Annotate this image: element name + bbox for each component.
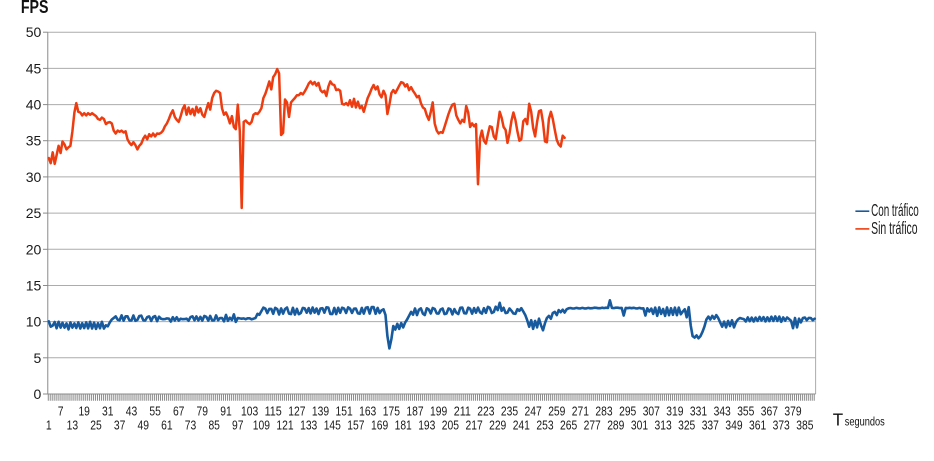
svg-text:199: 199	[430, 405, 447, 419]
svg-text:229: 229	[489, 419, 506, 433]
svg-text:151: 151	[336, 405, 353, 419]
svg-text:43: 43	[126, 405, 138, 419]
svg-text:313: 313	[655, 419, 672, 433]
svg-text:157: 157	[347, 419, 364, 433]
svg-text:1: 1	[46, 419, 52, 433]
svg-text:349: 349	[725, 419, 742, 433]
svg-text:211: 211	[454, 405, 471, 419]
svg-text:223: 223	[477, 405, 494, 419]
svg-text:73: 73	[185, 419, 197, 433]
svg-text:277: 277	[584, 419, 601, 433]
svg-text:307: 307	[643, 405, 660, 419]
svg-text:30: 30	[26, 169, 42, 185]
svg-text:0: 0	[34, 386, 42, 402]
svg-text:109: 109	[253, 419, 270, 433]
svg-text:50: 50	[26, 24, 42, 40]
svg-text:247: 247	[525, 405, 542, 419]
svg-text:355: 355	[737, 405, 754, 419]
svg-text:T: T	[833, 410, 844, 430]
svg-text:25: 25	[90, 419, 102, 433]
svg-text:193: 193	[418, 419, 435, 433]
svg-text:235: 235	[501, 405, 518, 419]
svg-text:289: 289	[607, 419, 624, 433]
svg-text:241: 241	[513, 419, 530, 433]
svg-text:175: 175	[383, 405, 400, 419]
svg-text:35: 35	[26, 133, 42, 149]
svg-text:283: 283	[595, 405, 612, 419]
svg-text:259: 259	[548, 405, 565, 419]
svg-text:31: 31	[102, 405, 114, 419]
svg-text:49: 49	[138, 419, 150, 433]
svg-text:133: 133	[300, 419, 317, 433]
svg-text:79: 79	[197, 405, 209, 419]
svg-text:85: 85	[208, 419, 220, 433]
svg-text:163: 163	[359, 405, 376, 419]
svg-text:169: 169	[371, 419, 388, 433]
svg-text:319: 319	[666, 405, 683, 419]
svg-text:373: 373	[773, 419, 790, 433]
svg-text:145: 145	[324, 419, 341, 433]
svg-text:217: 217	[466, 419, 483, 433]
svg-text:20: 20	[26, 241, 42, 257]
svg-text:97: 97	[232, 419, 244, 433]
svg-text:67: 67	[173, 405, 185, 419]
svg-text:367: 367	[761, 405, 778, 419]
svg-text:61: 61	[161, 419, 173, 433]
svg-text:10: 10	[26, 314, 42, 330]
svg-text:295: 295	[619, 405, 636, 419]
svg-text:FPS: FPS	[21, 0, 49, 17]
svg-text:361: 361	[749, 419, 766, 433]
svg-text:91: 91	[220, 405, 232, 419]
svg-text:265: 265	[560, 419, 577, 433]
svg-text:segundos: segundos	[845, 415, 885, 429]
svg-text:7: 7	[58, 405, 64, 419]
svg-text:115: 115	[265, 405, 282, 419]
svg-text:337: 337	[702, 419, 719, 433]
svg-text:343: 343	[714, 405, 731, 419]
svg-text:187: 187	[406, 405, 423, 419]
svg-text:37: 37	[114, 419, 126, 433]
svg-text:205: 205	[442, 419, 459, 433]
svg-text:5: 5	[34, 350, 42, 366]
svg-text:45: 45	[26, 60, 42, 76]
svg-text:301: 301	[631, 419, 648, 433]
svg-text:55: 55	[149, 405, 161, 419]
svg-text:253: 253	[536, 419, 553, 433]
svg-text:385: 385	[796, 419, 813, 433]
svg-text:13: 13	[67, 419, 79, 433]
svg-text:Con tráfico: Con tráfico	[871, 200, 919, 220]
svg-text:379: 379	[784, 405, 801, 419]
svg-text:139: 139	[312, 405, 329, 419]
svg-text:15: 15	[26, 278, 42, 294]
svg-text:40: 40	[26, 97, 42, 113]
svg-text:331: 331	[690, 405, 707, 419]
svg-text:19: 19	[78, 405, 90, 419]
svg-text:271: 271	[572, 405, 589, 419]
svg-text:127: 127	[288, 405, 305, 419]
svg-text:103: 103	[241, 405, 258, 419]
svg-text:Sin tráfico: Sin tráfico	[871, 218, 918, 238]
svg-text:25: 25	[26, 205, 42, 221]
svg-text:325: 325	[678, 419, 695, 433]
svg-text:121: 121	[276, 419, 293, 433]
svg-text:181: 181	[395, 419, 412, 433]
